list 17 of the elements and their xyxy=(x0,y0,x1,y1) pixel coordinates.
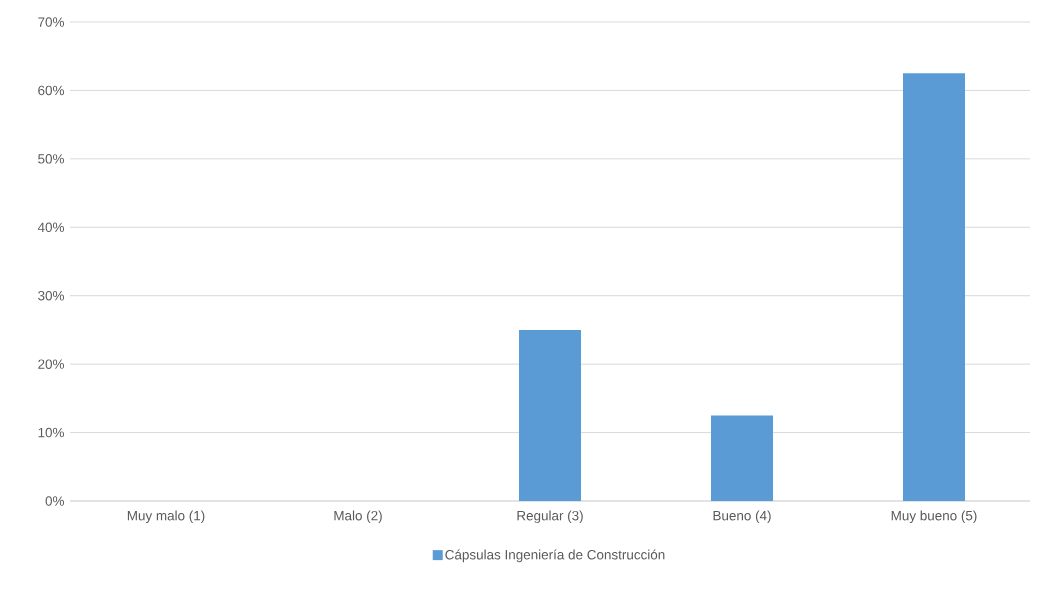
y-tick-label: 60% xyxy=(38,85,64,96)
y-tick-label: 0% xyxy=(45,496,64,506)
y-tick-label: 70% xyxy=(38,17,64,27)
y-tick-label: 10% xyxy=(38,427,64,438)
x-tick-label: Muy bueno (5) xyxy=(891,510,977,524)
x-tick-label: Regular (3) xyxy=(517,510,583,524)
x-tick-label: Malo (2) xyxy=(334,510,382,524)
bar xyxy=(519,329,581,501)
y-tick-label: 30% xyxy=(38,290,64,301)
x-tick-label: Muy malo (1) xyxy=(127,510,205,524)
bar xyxy=(903,73,965,501)
bar xyxy=(711,415,773,501)
x-tick-label: Bueno (4) xyxy=(713,510,771,524)
legend-label: Cápsulas Ingeniería de Construcción xyxy=(445,549,665,563)
y-tick-label: 40% xyxy=(37,222,64,233)
y-tick-label: 50% xyxy=(38,154,64,164)
y-tick-label: 20% xyxy=(38,359,64,369)
